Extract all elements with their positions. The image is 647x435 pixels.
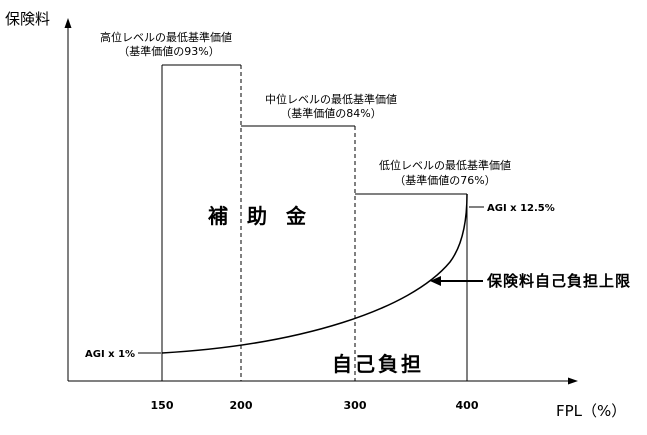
arrow-left-icon [430,276,441,286]
mid-level-title: 中位レベルの最低基準価値 [265,92,397,106]
contribution-cap-curve [161,193,468,354]
curve-end-label: AGI x 12.5% [487,203,555,214]
y-axis-arrow-icon [64,18,72,28]
curve-start-label: AGI x 1% [85,349,135,360]
x-tick-label: 200 [230,399,253,412]
low-level-subtitle: （基準価値の76%） [394,173,495,187]
x-axis-label: FPL（%） [556,402,626,420]
x-tick-label: 300 [344,399,367,412]
curve-name-label: 保険料自己負担上限 [486,272,631,290]
high-level-title: 高位レベルの最低基準価値 [100,30,232,44]
x-tick-label: 400 [456,399,479,412]
subsidy-region-label: 補 助 金 [207,204,312,228]
high-level-subtitle: （基準価値の93%） [118,44,219,58]
x-axis-arrow-icon [568,377,578,385]
x-tick-label: 150 [151,399,174,412]
y-axis-label: 保険料 [5,10,50,28]
low-level-title: 低位レベルの最低基準価値 [379,158,511,172]
self-pay-region-label: 自己負担 [332,352,424,376]
mid-level-subtitle: （基準価値の84%） [280,106,381,120]
